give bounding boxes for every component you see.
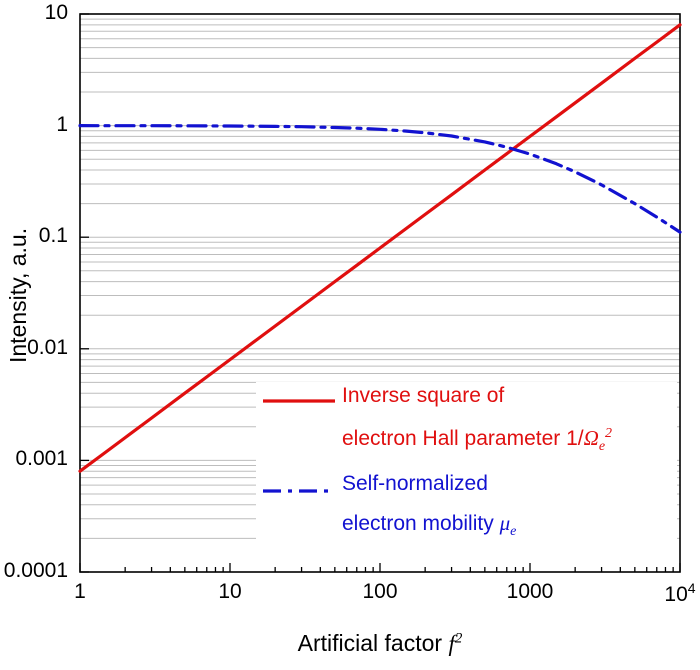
legend-blue-line2-text: electron mobility — [342, 512, 500, 535]
y-tick-label: 0.1 — [38, 224, 68, 248]
legend-background — [256, 382, 677, 558]
x-tick-label: 10 — [218, 580, 242, 603]
x-axis-label: Artificial factor f2 — [80, 630, 680, 657]
x-tick-label: 104 — [664, 580, 696, 606]
omega-superscript: 2 — [605, 426, 613, 441]
legend-blue-line1: Self-normalized — [342, 472, 488, 495]
y-tick-label: 0.0001 — [3, 559, 68, 582]
y-tick-label: 0.001 — [15, 447, 68, 471]
series-inverse-square-hall-parameter — [78, 23, 682, 473]
omega-symbol: Ω — [583, 426, 599, 450]
omega-subscript: e — [598, 439, 606, 455]
mu-subscript: e — [510, 524, 517, 540]
mu-symbol: μ — [499, 511, 511, 535]
y-tick-label: 1 — [56, 112, 68, 136]
y-tick-label: 0.01 — [27, 335, 68, 359]
x-tick-label: 1000 — [506, 580, 554, 603]
x-tick-label: 1 — [74, 580, 86, 603]
legend-red-line1: Inverse square of — [342, 384, 505, 407]
x-axis-label-variable: f — [448, 631, 455, 656]
axis-ticks — [79, 13, 681, 573]
legend-blue-line2: electron mobility μe — [342, 511, 517, 540]
series-self-normalized-electron-mobility — [78, 123, 682, 234]
x-axis-label-text: Artificial factor — [297, 630, 449, 656]
legend-red-line2-text: electron Hall parameter 1/ — [342, 427, 584, 450]
x-tick-label: 100 — [362, 580, 398, 603]
y-axis-label: Intensity, a.u. — [5, 227, 31, 363]
y-tick-label: 10 — [44, 1, 68, 24]
legend-red-line2: electron Hall parameter 1/Ωe2 — [342, 426, 612, 455]
x-axis-label-superscript: 2 — [454, 630, 463, 647]
